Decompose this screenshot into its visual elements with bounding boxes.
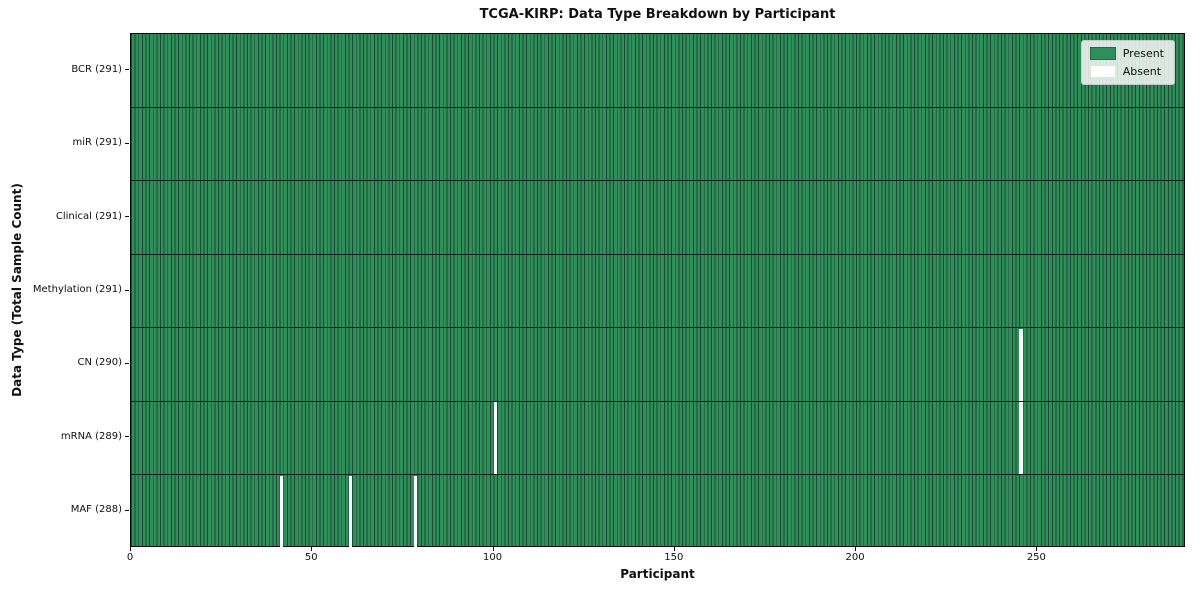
absent-marker: [413, 475, 418, 548]
absent-marker: [279, 475, 284, 548]
row-separator: [131, 400, 1184, 402]
legend-item-absent: Absent: [1089, 65, 1164, 78]
legend-item-present: Present: [1089, 47, 1164, 60]
y-tick-mark: [125, 289, 129, 291]
row-separator: [131, 474, 1184, 476]
row-separator: [131, 180, 1184, 182]
x-tick-label: 150: [664, 552, 684, 563]
y-tick-label: MAF (288): [70, 504, 122, 516]
legend: Present Absent: [1080, 40, 1175, 85]
chart-title: TCGA-KIRP: Data Type Breakdown by Partic…: [479, 7, 836, 22]
x-tick-label: 200: [845, 552, 865, 563]
plot-area: [130, 33, 1185, 548]
y-tick-label: CN (290): [77, 357, 122, 369]
y-tick-label: BCR (291): [71, 63, 122, 75]
x-tick-label: 50: [304, 552, 318, 563]
y-tick-mark: [125, 362, 129, 364]
absent-marker: [493, 402, 498, 474]
row-separator: [131, 327, 1184, 329]
absent-swatch-icon: [1089, 65, 1116, 78]
x-tick-mark: [855, 547, 857, 551]
y-tick-label: Clinical (291): [55, 210, 122, 222]
x-tick-mark: [1036, 547, 1038, 551]
x-tick-mark: [492, 547, 494, 551]
x-tick-label: 100: [482, 552, 503, 563]
y-tick-mark: [125, 69, 129, 71]
row-separator: [131, 253, 1184, 255]
present-swatch-icon: [1089, 47, 1116, 60]
y-tick-mark: [125, 216, 129, 218]
legend-label-absent: Absent: [1122, 65, 1162, 78]
y-tick-label: mRNA (289): [60, 430, 122, 442]
absent-marker: [1019, 328, 1023, 401]
y-tick-mark: [125, 142, 129, 144]
y-tick-mark: [125, 436, 129, 438]
legend-label-present: Present: [1122, 47, 1164, 60]
x-tick-mark: [311, 547, 313, 551]
y-tick-label: Methylation (291): [32, 284, 122, 295]
y-tick-mark: [125, 509, 129, 511]
x-axis-label: Participant: [620, 567, 695, 581]
row-separator: [131, 106, 1184, 108]
x-tick-label: 250: [1026, 552, 1046, 563]
x-tick-mark: [673, 547, 675, 551]
y-tick-label: miR (291): [72, 137, 122, 149]
x-tick-mark: [130, 547, 131, 551]
absent-marker: [348, 475, 353, 548]
absent-marker: [1019, 402, 1023, 474]
x-tick-label: 0: [126, 552, 134, 563]
